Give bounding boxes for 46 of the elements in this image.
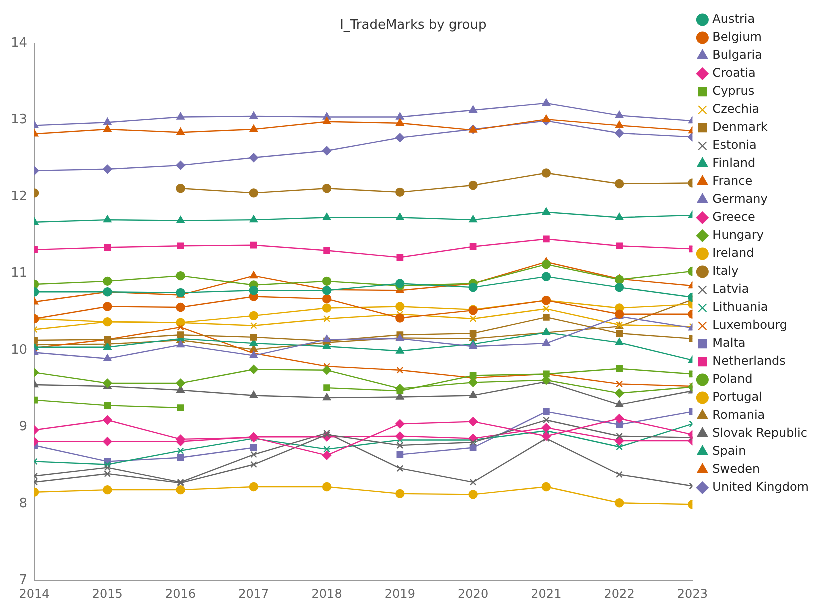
legend-label: Romania xyxy=(712,408,766,422)
x-tick-label: 2016 xyxy=(166,586,196,601)
x-tick-label: 2018 xyxy=(312,586,342,601)
y-tick-label: 9 xyxy=(19,420,28,435)
legend-label: Bulgaria xyxy=(712,48,762,62)
legend-label: Estonia xyxy=(712,138,757,152)
x-tick-label: 2017 xyxy=(238,586,270,601)
legend-label: Ireland xyxy=(712,246,754,260)
legend-label: Czechia xyxy=(712,102,760,116)
legend-label: France xyxy=(712,174,753,188)
x-tick-label: 2019 xyxy=(384,586,416,601)
legend-label: Netherlands xyxy=(712,354,786,368)
y-tick-label: 8 xyxy=(19,496,28,512)
legend-label: Slovak Republic xyxy=(712,426,808,440)
legend-label: Luxembourg xyxy=(712,318,788,332)
y-tick-label: 7 xyxy=(19,572,28,588)
legend-label: Latvia xyxy=(712,282,750,296)
x-tick-label: 2021 xyxy=(531,586,562,601)
x-tick-label: 2020 xyxy=(458,586,489,601)
y-tick-label: 10 xyxy=(10,342,28,358)
y-tick-label: 13 xyxy=(10,112,28,128)
x-tick-label: 2014 xyxy=(19,586,50,601)
y-tick-label: 14 xyxy=(10,36,28,51)
legend-label: Hungary xyxy=(712,228,764,242)
legend-label: Spain xyxy=(712,444,746,458)
legend-label: Germany xyxy=(712,192,768,206)
chart-title: l_TradeMarks by group xyxy=(340,18,487,34)
legend-label: Cyprus xyxy=(712,84,755,98)
legend-label: Malta xyxy=(712,336,746,350)
legend-label: United Kingdom xyxy=(712,480,810,494)
legend-label: Greece xyxy=(712,210,756,224)
x-tick-label: 2015 xyxy=(92,586,123,601)
legend-label: Portugal xyxy=(712,390,762,404)
y-tick-label: 12 xyxy=(10,189,28,204)
legend-label: Poland xyxy=(712,372,753,386)
legend-label: Sweden xyxy=(712,462,760,476)
legend-label: Italy xyxy=(712,264,739,278)
y-tick-label: 11 xyxy=(10,266,28,282)
legend-label: Denmark xyxy=(712,120,768,134)
x-tick-label: 2023 xyxy=(677,586,708,601)
legend-label: Croatia xyxy=(712,66,756,80)
legend-label: Belgium xyxy=(712,30,762,44)
x-tick-label: 2022 xyxy=(604,586,635,601)
legend-label: Austria xyxy=(712,12,756,26)
legend-label: Lithuania xyxy=(712,300,768,314)
legend-label: Finland xyxy=(712,156,756,170)
